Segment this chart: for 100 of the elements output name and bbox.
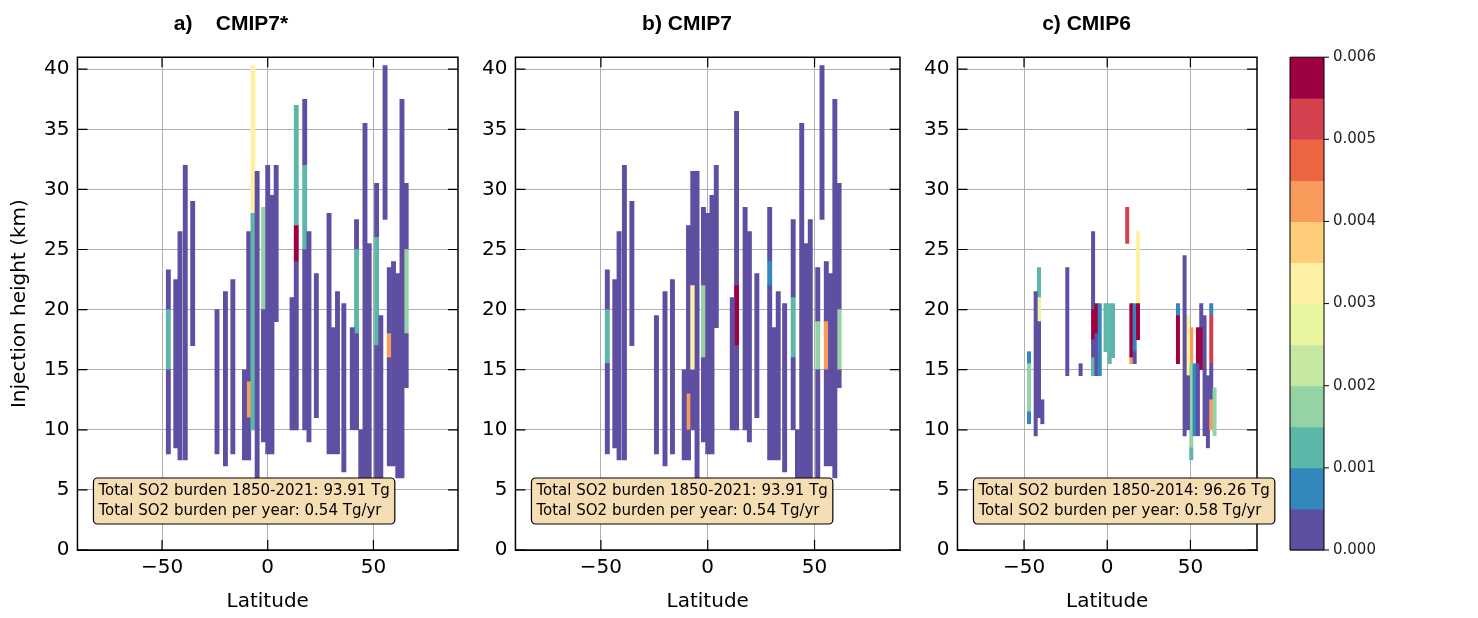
y-tick-label: 40 bbox=[44, 55, 70, 80]
x-axis-title: Latitude bbox=[226, 588, 309, 613]
bar bbox=[815, 267, 821, 322]
bar bbox=[604, 363, 610, 455]
bar bbox=[223, 291, 228, 467]
bar bbox=[265, 165, 271, 455]
y-tick-label: 35 bbox=[924, 115, 950, 140]
annotation: Total SO2 burden 1850-2021: 93.91 Tg bbox=[97, 480, 390, 499]
y-tick-label: 35 bbox=[482, 115, 508, 140]
annotation: Total SO2 burden per year: 0.54 Tg/yr bbox=[97, 500, 383, 519]
bar bbox=[1209, 315, 1214, 365]
bar bbox=[1037, 267, 1041, 298]
y-tick-label: 5 bbox=[56, 476, 70, 501]
y-tick-label: 10 bbox=[44, 416, 70, 441]
bar bbox=[382, 65, 388, 220]
y-tick-label: 20 bbox=[482, 295, 508, 320]
bar bbox=[790, 297, 796, 359]
bar bbox=[374, 237, 380, 346]
annotation: Total SO2 burden 1850-2021: 93.91 Tg bbox=[535, 480, 828, 499]
bar bbox=[374, 183, 380, 238]
x-tick-label: 50 bbox=[360, 554, 387, 579]
y-tick-label: 35 bbox=[44, 115, 70, 140]
y-tick-label: 20 bbox=[44, 295, 70, 320]
color-bar-label: 0.002 bbox=[1333, 375, 1376, 394]
bar bbox=[250, 65, 256, 214]
annotation: Total SO2 burden per year: 0.54 Tg/yr bbox=[535, 500, 821, 519]
bar bbox=[354, 249, 359, 334]
bar bbox=[670, 279, 675, 455]
bar bbox=[767, 261, 773, 286]
y-tick-label: 15 bbox=[924, 355, 950, 380]
bar bbox=[790, 219, 796, 298]
bar bbox=[378, 315, 384, 479]
bar bbox=[734, 110, 740, 286]
color-bar-label: 0.000 bbox=[1333, 539, 1376, 558]
annotation: Total SO2 burden 1850-2014: 96.26 Tg bbox=[977, 480, 1270, 499]
bar bbox=[190, 201, 196, 346]
bar bbox=[165, 369, 171, 455]
y-tick-label: 0 bbox=[56, 536, 70, 561]
bar bbox=[1078, 363, 1083, 377]
color-bar-label: 0.006 bbox=[1333, 47, 1376, 66]
x-tick-label: 50 bbox=[801, 554, 828, 579]
bar bbox=[354, 219, 359, 250]
bar bbox=[1065, 267, 1070, 377]
x-axis-title: Latitude bbox=[666, 588, 749, 613]
x-tick-label: −50 bbox=[140, 554, 184, 579]
y-tick-label: 0 bbox=[936, 536, 950, 561]
bar bbox=[832, 98, 838, 479]
color-bar-label: 0.003 bbox=[1333, 293, 1376, 312]
y-tick-label: 20 bbox=[924, 295, 950, 320]
bar bbox=[313, 273, 319, 419]
y-tick-label: 15 bbox=[44, 355, 70, 380]
bar bbox=[604, 269, 610, 310]
y-tick-label: 25 bbox=[482, 235, 508, 260]
bar bbox=[1027, 363, 1031, 413]
bar bbox=[403, 249, 409, 334]
bar bbox=[799, 122, 805, 479]
bar bbox=[165, 269, 171, 310]
bar bbox=[1136, 231, 1141, 304]
y-tick-label: 30 bbox=[44, 175, 70, 200]
bar bbox=[230, 279, 236, 455]
color-bar-label: 0.005 bbox=[1333, 129, 1376, 148]
bar bbox=[293, 225, 299, 262]
chart-title: a) CMIP7* bbox=[173, 11, 289, 35]
bar bbox=[767, 207, 773, 262]
bar bbox=[807, 219, 813, 479]
y-tick-label: 5 bbox=[494, 476, 508, 501]
y-tick-label: 25 bbox=[44, 235, 70, 260]
bar bbox=[1132, 351, 1137, 365]
y-axis-title: Injection height (km) bbox=[6, 199, 31, 409]
y-tick-label: 10 bbox=[924, 416, 950, 441]
bar bbox=[815, 369, 821, 479]
bar bbox=[1182, 255, 1187, 437]
bar bbox=[302, 98, 308, 166]
bar bbox=[293, 261, 299, 431]
bar bbox=[836, 309, 842, 371]
x-tick-label: 0 bbox=[261, 554, 275, 579]
y-tick-label: 0 bbox=[494, 536, 508, 561]
bar bbox=[653, 315, 659, 455]
annotation: Total SO2 burden per year: 0.58 Tg/yr bbox=[977, 500, 1263, 519]
y-tick-label: 30 bbox=[924, 175, 950, 200]
y-tick-label: 5 bbox=[936, 476, 950, 501]
x-tick-label: −50 bbox=[1002, 554, 1046, 579]
x-axis-title: Latitude bbox=[1066, 588, 1149, 613]
y-tick-label: 40 bbox=[924, 55, 950, 80]
y-tick-label: 25 bbox=[924, 235, 950, 260]
bar bbox=[604, 309, 610, 365]
bar bbox=[815, 321, 821, 371]
bar bbox=[621, 165, 627, 461]
chart-title: c) CMIP6 bbox=[1042, 11, 1131, 35]
bar bbox=[629, 201, 635, 346]
color-bar-label: 0.004 bbox=[1333, 211, 1376, 230]
bar bbox=[690, 285, 696, 371]
bar bbox=[182, 165, 188, 461]
chart-title: b) CMIP7 bbox=[642, 11, 732, 35]
x-tick-label: 0 bbox=[701, 554, 715, 579]
x-tick-label: −50 bbox=[579, 554, 623, 579]
bar bbox=[1094, 333, 1099, 377]
bar bbox=[754, 273, 760, 419]
y-tick-label: 15 bbox=[482, 355, 508, 380]
x-tick-label: 50 bbox=[1177, 554, 1204, 579]
